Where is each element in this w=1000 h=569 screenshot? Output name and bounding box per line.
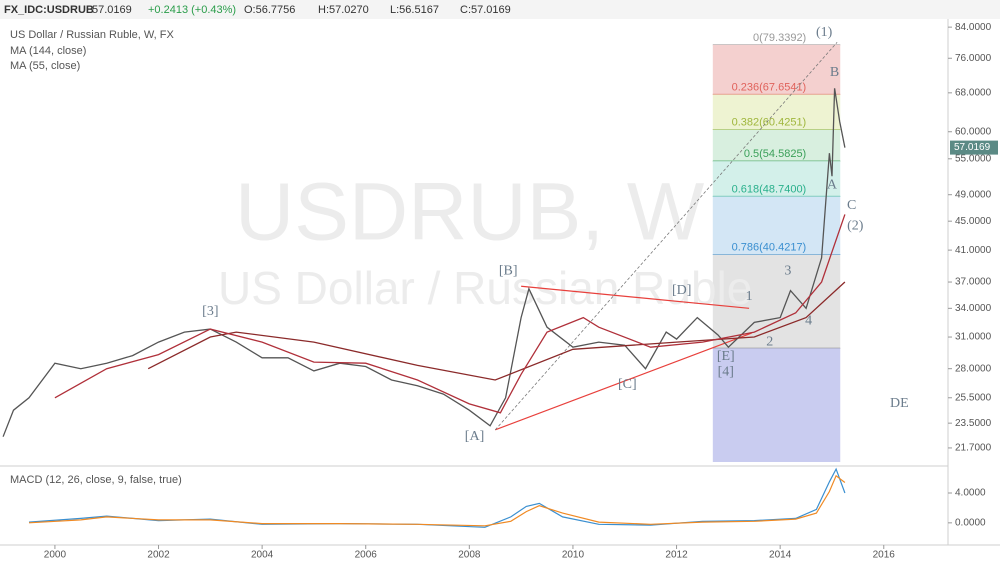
trend-line	[495, 332, 752, 431]
trend-line	[521, 285, 750, 309]
fib-label: 0.236(67.6541)	[732, 81, 807, 93]
y-tick-label: 28.0000	[955, 363, 992, 374]
y-tick-label: 55.0000	[955, 153, 992, 164]
header-bar	[0, 0, 1000, 19]
macd-label: MACD (12, 26, close, 9, false, true)	[10, 474, 182, 486]
wave-label: 2	[766, 334, 773, 349]
close: C:57.0169	[460, 4, 511, 16]
x-tick-label: 2000	[44, 550, 67, 561]
fib-label: 0(79.3392)	[753, 32, 806, 44]
fib-band	[712, 348, 841, 462]
wave-label: (1)	[816, 25, 833, 40]
y-tick-label: 31.0000	[955, 332, 992, 343]
high: H:57.0270	[318, 4, 369, 16]
last-price-tag	[950, 140, 998, 155]
y-tick-label: 76.0000	[955, 53, 992, 64]
fib-band	[712, 196, 841, 255]
fib-label: 0.618(48.7400)	[732, 183, 807, 195]
y-tick-label: 45.0000	[955, 216, 992, 227]
wave-label: B	[830, 65, 839, 80]
trend-line	[494, 42, 838, 431]
symbol: FX_IDC:USDRUB	[4, 4, 94, 16]
change: +0.2413 (+0.43%)	[148, 4, 236, 16]
y2-tick-label: 4.0000	[955, 488, 986, 499]
wave-label: [A]	[465, 429, 484, 444]
indicator-label: MA (55, close)	[10, 60, 80, 72]
y-tick-label: 23.5000	[955, 418, 992, 429]
wave-label: 3	[784, 264, 791, 279]
x-tick-label: 2016	[873, 550, 896, 561]
fib-label: 0.5(54.5825)	[744, 148, 806, 160]
x-tick-label: 2008	[458, 550, 481, 561]
back-layer: 0(79.3392) 0.236(67.6541) 0.382(60.4251) 0.…	[712, 32, 841, 462]
x-tick-label: 2014	[769, 550, 792, 561]
wave-label: [B]	[499, 264, 518, 279]
y-tick-label: 37.0000	[955, 277, 992, 288]
wave-label: 1	[746, 289, 753, 304]
last: 57.0169	[92, 4, 132, 16]
macd-line	[28, 474, 846, 527]
y-tick-label: 49.0000	[955, 189, 992, 200]
low: L:56.5167	[390, 4, 439, 16]
y-tick-label: 84.0000	[955, 22, 992, 33]
y-tick-label: 68.0000	[955, 87, 992, 98]
y-tick-label: 41.0000	[955, 245, 992, 256]
fib-band	[712, 44, 841, 95]
fib-label: 0.786(40.4217)	[732, 241, 807, 253]
wave-label: [D]	[672, 283, 691, 298]
fib-label: 0.382(60.4251)	[732, 116, 807, 128]
series-line	[2, 88, 846, 437]
wave-label: [3]	[202, 304, 218, 319]
wave-label: [C]	[618, 377, 637, 392]
chart-title: US Dollar / Russian Ruble, W, FX	[10, 29, 174, 41]
y-tick-label: 21.7000	[955, 443, 992, 454]
fib-band	[712, 94, 841, 130]
x-tick-label: 2010	[562, 550, 585, 561]
y2-tick-label: 0.0000	[955, 517, 986, 528]
y-tick-label: 25.5000	[955, 392, 992, 403]
wave-label: DE	[890, 396, 909, 411]
x-tick-label: 2002	[147, 550, 170, 561]
fib-band	[712, 161, 841, 197]
wave-label: [E]	[717, 349, 735, 364]
last-price-label: 57.0169	[954, 142, 991, 153]
wave-label: A	[827, 178, 838, 193]
wave-label: [4]	[718, 364, 734, 379]
wave-label: (2)	[847, 218, 864, 233]
y-tick-label: 60.0000	[955, 126, 992, 137]
fib-band	[712, 129, 841, 162]
watermark-sub: US Dollar / Russian Ruble	[218, 262, 752, 314]
y-tick-label: 34.0000	[955, 303, 992, 314]
wave-label: 4	[805, 314, 812, 329]
indicator-label: MA (144, close)	[10, 45, 86, 57]
x-tick-label: 2012	[665, 550, 688, 561]
wave-label: C	[847, 198, 856, 213]
x-tick-label: 2004	[251, 550, 274, 561]
watermark: USDRUB, W	[235, 167, 705, 258]
series-line	[54, 214, 846, 414]
open: O:56.7756	[244, 4, 295, 16]
fib-band	[712, 254, 841, 349]
x-tick-label: 2006	[355, 550, 378, 561]
